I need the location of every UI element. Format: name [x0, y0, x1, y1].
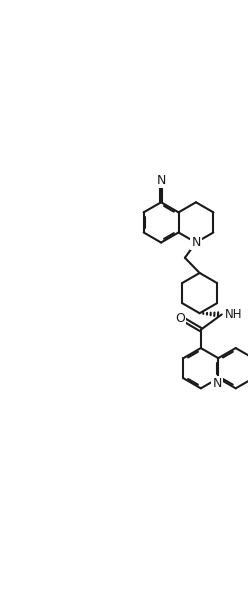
- Text: N: N: [156, 174, 165, 187]
- Text: NH: NH: [224, 308, 241, 321]
- Text: N: N: [212, 377, 221, 390]
- Text: N: N: [190, 236, 200, 249]
- Text: O: O: [174, 312, 184, 325]
